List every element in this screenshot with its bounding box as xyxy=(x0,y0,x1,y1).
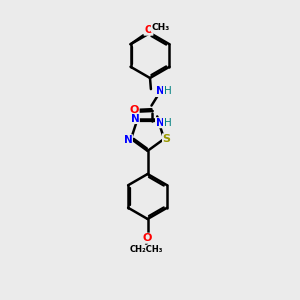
Text: O: O xyxy=(130,105,139,115)
Text: N: N xyxy=(155,86,164,97)
Text: O: O xyxy=(144,25,153,35)
Text: H: H xyxy=(164,118,171,128)
Text: N: N xyxy=(155,118,164,128)
Text: N: N xyxy=(130,113,139,124)
Text: CH₃: CH₃ xyxy=(152,23,169,32)
Text: H: H xyxy=(164,86,171,97)
Text: O: O xyxy=(143,233,152,243)
Text: S: S xyxy=(163,134,170,144)
Text: CH₂CH₃: CH₂CH₃ xyxy=(129,245,163,254)
Text: N: N xyxy=(124,135,132,145)
